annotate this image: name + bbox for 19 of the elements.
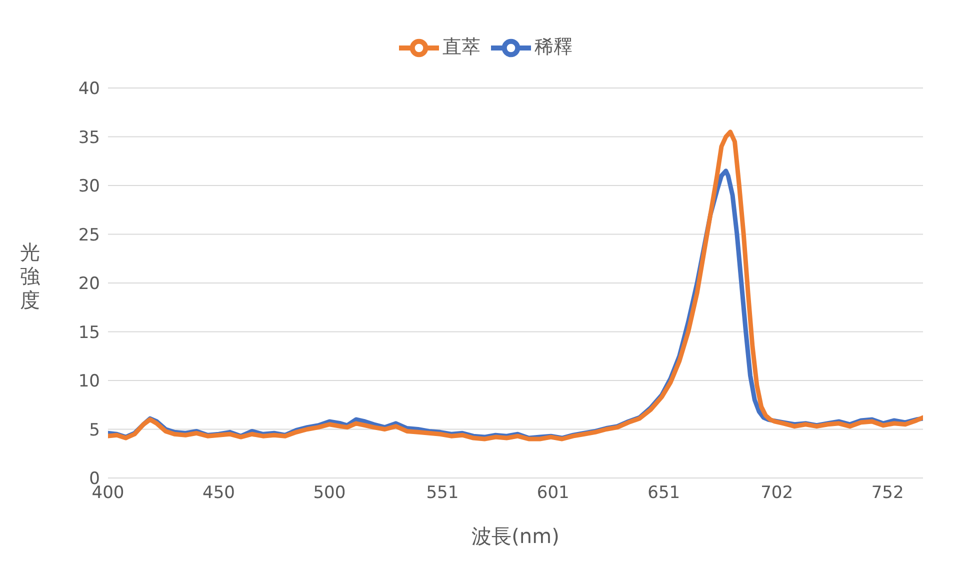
x-tick-label: 651: [648, 483, 680, 504]
y-tick-label: 20: [78, 274, 100, 294]
legend-label: 直萃: [442, 36, 480, 58]
y-tick-label: 30: [78, 176, 100, 197]
x-tick-label: 601: [536, 483, 570, 504]
x-tick-label: 702: [760, 483, 794, 504]
x-axis-title: 波長(nm): [472, 524, 560, 548]
x-tick-label: 752: [871, 483, 904, 504]
legend-label: 稀釋: [534, 36, 572, 58]
x-tick-label: 500: [313, 483, 346, 504]
x-tick-label: 450: [202, 483, 235, 504]
y-tick-label: 5: [89, 420, 100, 440]
y-tick-label: 40: [78, 79, 100, 100]
x-tick-label: 551: [426, 483, 459, 504]
y-tick-label: 10: [78, 372, 100, 392]
y-tick-label: 25: [78, 225, 100, 246]
y-tick-label: 15: [78, 322, 100, 343]
y-axis-title: 光強度: [20, 240, 40, 312]
y-tick-label: 35: [78, 128, 100, 148]
